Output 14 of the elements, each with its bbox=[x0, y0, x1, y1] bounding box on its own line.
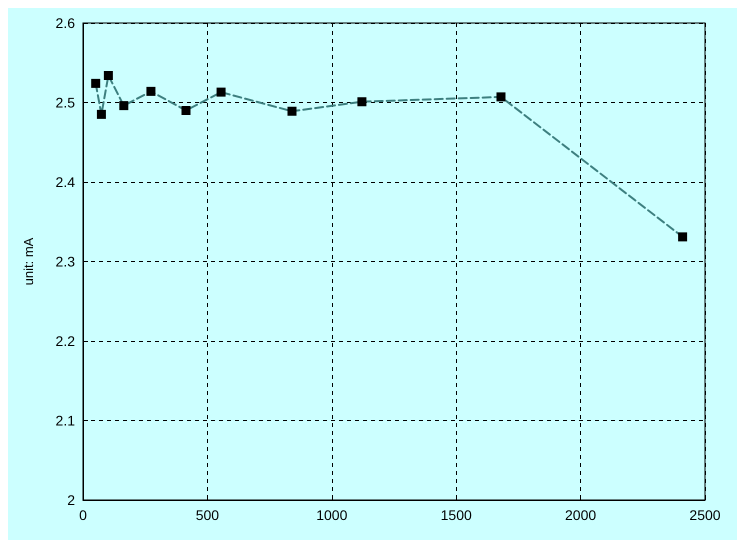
y-tick-label: 2.3 bbox=[56, 254, 76, 270]
y-tick-label: 2.6 bbox=[56, 15, 76, 31]
x-tick-label: 2000 bbox=[565, 507, 596, 523]
y-tick-label: 2.4 bbox=[56, 174, 76, 190]
y-tick-label: 2.2 bbox=[56, 333, 76, 349]
x-tick-label: 1500 bbox=[440, 507, 472, 523]
x-tick-label: 0 bbox=[79, 507, 88, 523]
x-tick-label: 1000 bbox=[316, 507, 348, 523]
y-tick-label: 2.5 bbox=[56, 94, 76, 110]
y-tick-label: 2 bbox=[67, 492, 76, 508]
y-axis-title: unit: mA bbox=[21, 237, 36, 286]
x-tick-label: 2500 bbox=[689, 507, 721, 523]
y-tick-label: 2.1 bbox=[56, 412, 76, 428]
x-tick-label: 500 bbox=[196, 507, 220, 523]
